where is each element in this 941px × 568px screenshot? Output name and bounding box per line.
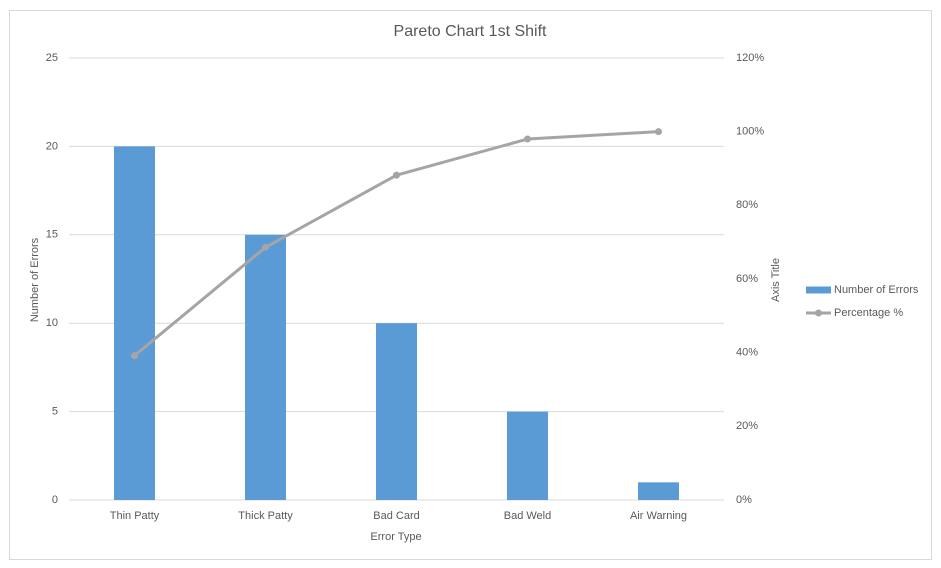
bar [114,146,155,500]
bar [507,411,548,500]
x-tick-label: Bad Weld [504,510,552,522]
y2-tick-label: 100% [736,126,764,138]
y2-axis-title: Axis Title [770,258,782,302]
legend-swatch [806,286,831,294]
bar [376,323,417,500]
line-marker [262,243,269,251]
bar [245,234,286,501]
bar [638,482,679,500]
y-tick-label: 15 [46,229,58,241]
legend-swatch [815,309,822,317]
x-tick-label: Air Warning [630,510,687,522]
x-tick-label: Thin Patty [110,510,160,522]
y2-tick-label: 40% [736,347,758,359]
line-marker [524,135,531,143]
y-tick-label: 10 [46,317,58,329]
y-tick-label: 20 [46,140,58,152]
line-marker [131,352,138,360]
y2-tick-label: 80% [736,199,758,211]
x-tick-label: Thick Patty [238,510,293,522]
y-tick-label: 5 [52,406,58,418]
chart-frame [9,10,932,560]
y-tick-label: 0 [52,494,58,506]
legend-label: Percentage % [834,307,903,319]
y2-tick-label: 0% [736,494,752,506]
legend-label: Number of Errors [834,284,919,296]
line-marker [393,171,400,179]
line-marker [655,128,662,136]
y-tick-label: 25 [46,52,58,64]
x-axis-title: Error Type [370,531,421,543]
chart-title: Pareto Chart 1st Shift [394,23,548,40]
x-tick-label: Bad Card [373,510,419,522]
y2-tick-label: 120% [736,52,764,64]
y2-tick-label: 20% [736,420,758,432]
y2-tick-label: 60% [736,273,758,285]
y-axis-title: Number of Errors [29,237,41,322]
